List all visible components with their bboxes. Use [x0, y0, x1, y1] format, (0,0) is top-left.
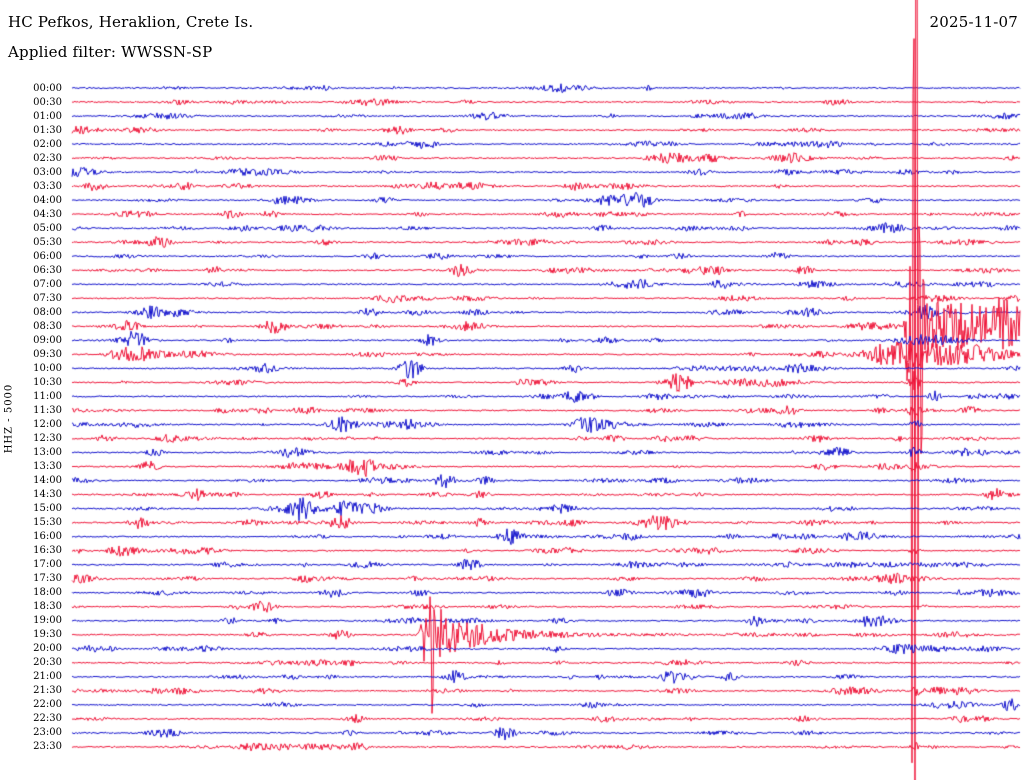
- time-label: 15:30: [33, 517, 62, 529]
- time-label: 10:00: [33, 362, 62, 374]
- time-label: 00:00: [33, 82, 62, 94]
- time-label: 04:00: [33, 194, 62, 206]
- time-label: 07:30: [33, 292, 62, 304]
- time-label: 19:30: [33, 629, 62, 641]
- time-label: 23:30: [33, 741, 62, 753]
- time-label: 01:00: [33, 110, 62, 122]
- time-label: 04:30: [33, 208, 62, 220]
- time-label: 11:30: [33, 404, 62, 416]
- time-label: 17:00: [33, 559, 62, 571]
- time-label: 22:00: [33, 699, 62, 711]
- time-label: 10:30: [33, 376, 62, 388]
- time-label: 20:00: [33, 643, 62, 655]
- time-label: 02:30: [33, 152, 62, 164]
- time-label: 13:00: [33, 447, 62, 459]
- time-label: 18:30: [33, 601, 62, 613]
- time-label: 12:30: [33, 433, 62, 444]
- station-title: HC Pefkos, Heraklion, Crete Is.: [8, 13, 254, 31]
- time-label: 03:30: [33, 180, 62, 192]
- record-date: 2025-11-07: [929, 13, 1018, 31]
- time-label: 08:30: [33, 320, 62, 332]
- time-label: 18:00: [33, 587, 62, 599]
- time-label: 17:30: [33, 573, 62, 585]
- time-axis: 00:00 00:30 01:00 01:30 02:00 02:30 03:00 03:30…: [0, 0, 64, 780]
- time-label: 09:30: [33, 348, 62, 360]
- time-label: 05:30: [33, 236, 62, 248]
- time-label: 03:00: [33, 166, 62, 178]
- time-label: 00:30: [33, 96, 62, 108]
- time-label: 06:00: [33, 250, 62, 262]
- time-label: 14:30: [33, 489, 62, 501]
- time-label: 12:00: [33, 418, 62, 430]
- time-label: 19:00: [33, 615, 62, 627]
- time-label: 20:30: [33, 657, 62, 669]
- time-label: 16:00: [33, 531, 62, 543]
- time-label: 08:00: [33, 306, 62, 318]
- time-label: 02:00: [33, 138, 62, 150]
- time-label: 09:00: [33, 334, 62, 346]
- time-label: 11:00: [33, 390, 62, 402]
- time-label: 16:30: [33, 545, 62, 557]
- time-label: 22:30: [33, 713, 62, 725]
- time-label: 06:30: [33, 264, 62, 276]
- time-label: 21:30: [33, 685, 62, 697]
- time-label: 15:00: [33, 503, 62, 515]
- time-label: 01:30: [33, 124, 62, 136]
- time-label: 23:00: [33, 727, 62, 739]
- time-label: 05:00: [33, 222, 62, 234]
- filter-label: Applied filter: WWSSN-SP: [8, 43, 213, 61]
- time-label: 13:30: [33, 461, 62, 473]
- time-label: 14:00: [33, 475, 62, 487]
- time-label: 21:00: [33, 671, 62, 683]
- time-label: 07:00: [33, 278, 62, 290]
